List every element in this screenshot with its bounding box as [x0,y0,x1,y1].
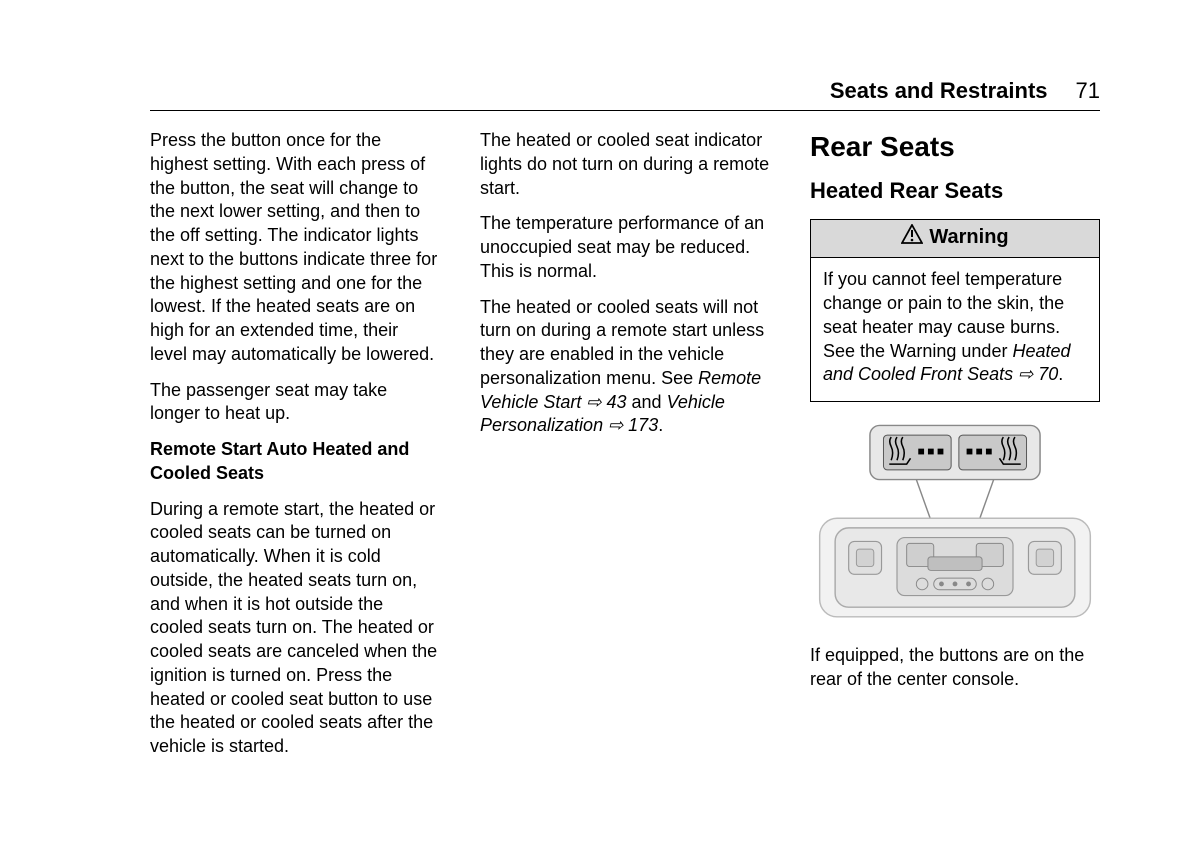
figure-caption: If equipped, the buttons are on the rear… [810,644,1100,692]
cross-reference-page: 173 [628,415,658,435]
cross-reference-arrow: ⇨ [581,392,606,412]
cross-reference-arrow: ⇨ [1013,364,1038,384]
page-number: 71 [1076,78,1100,104]
text-run: . [1058,364,1063,384]
cross-reference-page: 70 [1038,364,1058,384]
section-title: Seats and Restraints [830,78,1048,104]
body-paragraph: During a remote start, the heated or coo… [150,498,440,759]
body-paragraph: Press the button once for the highest se… [150,129,440,367]
cross-reference-arrow: ⇨ [603,415,628,435]
content-columns: Press the button once for the highest se… [150,129,1100,771]
body-paragraph: The heated or cooled seat indicator ligh… [480,129,770,200]
page-header: Seats and Restraints 71 [150,78,1100,111]
column-1: Press the button once for the highest se… [150,129,440,771]
cross-reference-page: 43 [606,392,626,412]
warning-box: Warning If you cannot feel temperature c… [810,219,1100,402]
manual-page: Seats and Restraints 71 Press the button… [0,0,1200,847]
heading-rear-seats: Rear Seats [810,129,1100,166]
column-3: Rear Seats Heated Rear Seats Warning If … [810,129,1100,771]
subheading: Remote Start Auto Heated and Cooled Seat… [150,438,440,486]
body-paragraph: The passenger seat may take longer to he… [150,379,440,427]
warning-triangle-icon [901,224,923,251]
body-paragraph: The heated or cooled seats will not turn… [480,296,770,439]
warning-header: Warning [811,220,1099,258]
body-paragraph: The temperature performance of an unoccu… [480,212,770,283]
warning-body: If you cannot feel temperature change or… [811,258,1099,401]
text-run: and [627,392,667,412]
figure-rear-console-buttons [810,420,1100,630]
text-run: . [658,415,663,435]
column-2: The heated or cooled seat indicator ligh… [480,129,770,771]
warning-label: Warning [929,226,1008,248]
heading-heated-rear-seats: Heated Rear Seats [810,176,1100,205]
